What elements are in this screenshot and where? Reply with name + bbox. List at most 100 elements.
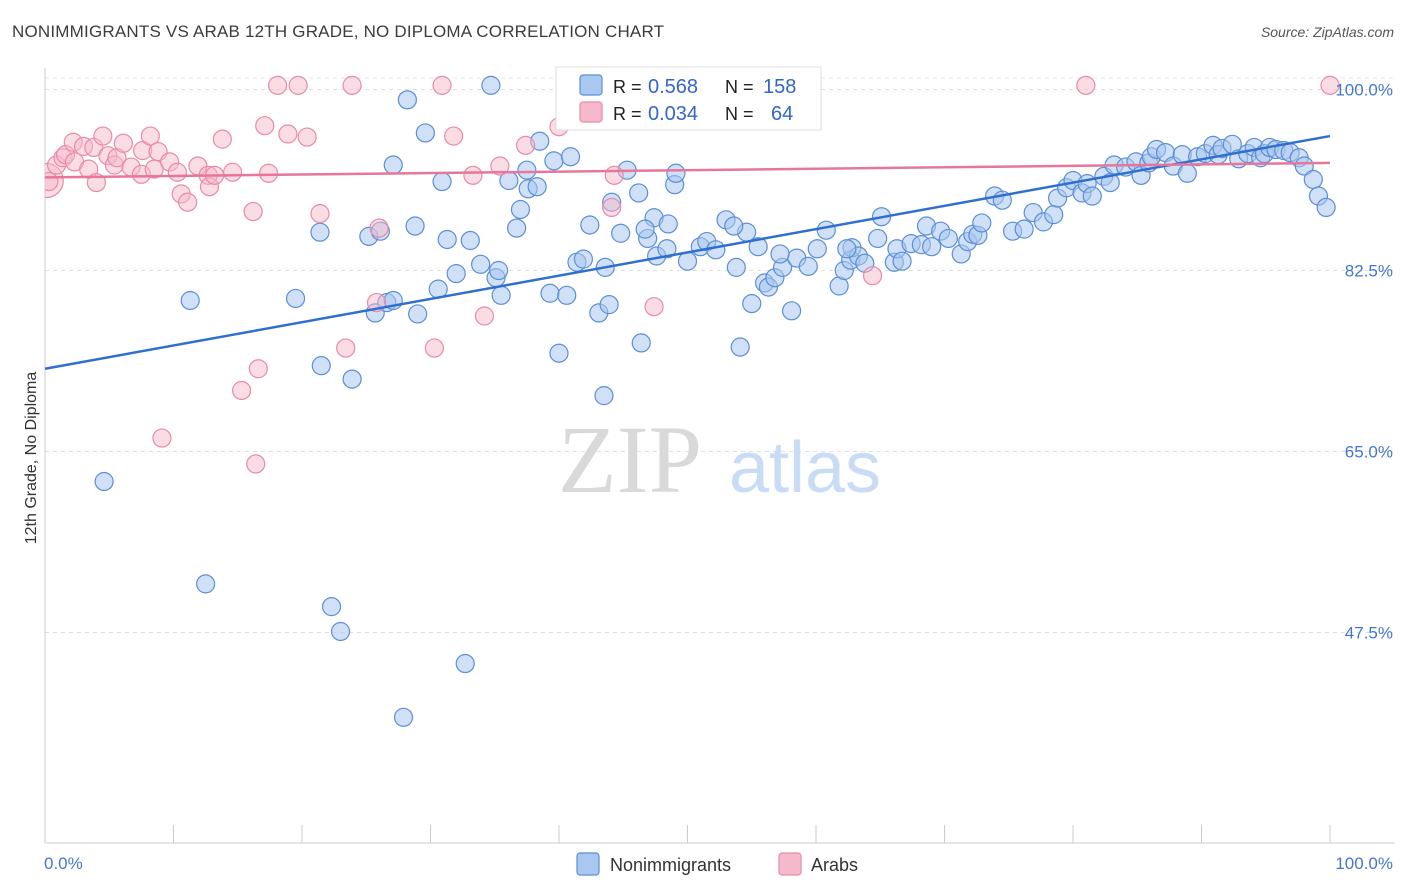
point-nonimmigrants-17: [405, 216, 425, 236]
legend-series-label-arabs: Arabs: [811, 855, 858, 875]
point-nonimmigrants-97: [972, 213, 992, 233]
point-nonimmigrants-3: [285, 288, 306, 309]
point-arabs-40: [310, 204, 330, 224]
point-nonimmigrants-146: [816, 220, 836, 240]
point-nonimmigrants-27: [481, 75, 501, 95]
point-arabs-14: [113, 133, 133, 153]
point-arabs-63: [45, 171, 59, 192]
watermark-zip: ZIP: [558, 406, 702, 513]
source-label: Source: ZipAtlas.com: [1260, 24, 1394, 40]
point-arabs-55: [644, 297, 664, 317]
x-tick-label-1: 100.0%: [1335, 854, 1393, 873]
point-nonimmigrants-46: [594, 386, 614, 406]
point-nonimmigrants-59: [677, 251, 698, 271]
point-nonimmigrants-62: [706, 240, 726, 260]
point-nonimmigrants-65: [730, 337, 750, 357]
point-nonimmigrants-123: [1177, 163, 1197, 183]
y-axis-title: 12th Grade, No Diploma: [23, 372, 40, 545]
point-arabs-39: [297, 127, 317, 147]
point-arabs-37: [278, 124, 298, 144]
legend-series-swatch-arabs: [778, 852, 802, 876]
point-nonimmigrants-151: [770, 244, 790, 264]
y-tick-labels: 47.5% 65.0% 82.5% 100.0%: [1335, 81, 1393, 643]
legend-stats: R = 0.568 N = 158 R = 0.034 N = 64: [555, 66, 822, 131]
point-arabs-42: [342, 75, 362, 95]
point-nonimmigrants-32: [506, 218, 527, 238]
point-nonimmigrants-4: [310, 222, 330, 242]
point-nonimmigrants-48: [599, 295, 619, 315]
point-nonimmigrants-25: [460, 230, 480, 251]
legend-series: Nonimmigrants Arabs: [576, 852, 858, 876]
point-arabs-46: [432, 75, 452, 95]
point-nonimmigrants-5: [311, 356, 331, 376]
point-nonimmigrants-15: [393, 707, 414, 727]
point-nonimmigrants-35: [527, 177, 547, 197]
watermark-atlas: atlas: [729, 428, 881, 508]
point-arabs-54: [604, 165, 624, 185]
legend-swatch-blue: [579, 74, 603, 96]
legend-n-value-0: 158: [763, 76, 796, 98]
point-nonimmigrants-26: [471, 254, 491, 274]
point-arabs-33: [248, 359, 268, 379]
point-nonimmigrants-75: [807, 239, 827, 259]
point-nonimmigrants-104: [1044, 205, 1064, 225]
point-nonimmigrants-24: [455, 653, 475, 674]
point-nonimmigrants-152: [837, 239, 857, 259]
point-nonimmigrants-6: [321, 597, 342, 617]
point-nonimmigrants-2: [196, 574, 216, 594]
point-nonimmigrants-140: [1294, 156, 1314, 176]
point-arabs-38: [288, 75, 308, 95]
point-arabs-31: [232, 380, 252, 401]
point-arabs-61: [152, 428, 172, 448]
point-arabs-41: [336, 338, 356, 358]
point-nonimmigrants-143: [1316, 197, 1336, 218]
point-nonimmigrants-90: [922, 237, 942, 257]
point-nonimmigrants-23: [446, 264, 466, 284]
y-tick-label-3: 100.0%: [1335, 81, 1393, 100]
point-nonimmigrants-82: [868, 228, 888, 249]
point-nonimmigrants-149: [657, 239, 677, 259]
y-tick-label-1: 65.0%: [1345, 443, 1393, 462]
point-nonimmigrants-86: [892, 251, 912, 271]
legend-r-value-1: 0.034: [648, 103, 698, 125]
legend-r-label-1: R =: [613, 104, 642, 124]
point-arabs-29: [212, 129, 232, 149]
point-nonimmigrants-150: [748, 237, 768, 257]
point-arabs-44: [369, 218, 389, 238]
point-arabs-59: [1076, 75, 1096, 95]
legend-n-value-1: 64: [771, 103, 793, 125]
point-nonimmigrants-58: [666, 163, 686, 183]
point-arabs-49: [474, 306, 495, 326]
chart-title: NONIMMIGRANTS VS ARAB 12TH GRADE, NO DIP…: [12, 22, 665, 41]
legend-n-label-1: N =: [725, 104, 754, 124]
point-nonimmigrants-56: [658, 214, 678, 234]
point-arabs-58: [862, 266, 883, 286]
point-arabs-35: [258, 163, 279, 183]
point-arabs-36: [267, 75, 288, 95]
legend-r-label-0: R =: [613, 77, 642, 97]
point-nonimmigrants-145: [724, 216, 744, 236]
point-arabs-18: [140, 126, 160, 146]
trend-line-arabs: [44, 161, 1331, 179]
watermark: ZIP atlas: [558, 406, 881, 513]
data-points: [45, 75, 1340, 727]
y-tick-label-0: 47.5%: [1345, 624, 1393, 643]
point-nonimmigrants-13: [383, 155, 403, 175]
point-nonimmigrants-147: [611, 223, 631, 243]
point-nonimmigrants-101: [1014, 219, 1034, 239]
point-nonimmigrants-64: [726, 257, 746, 277]
legend-series-swatch-nonimmigrants: [576, 852, 600, 876]
point-nonimmigrants-51: [629, 183, 649, 203]
y-tick-label-2: 82.5%: [1345, 262, 1393, 281]
point-arabs-34: [255, 116, 275, 136]
point-arabs-53: [602, 197, 622, 218]
legend-swatch-pink: [579, 101, 603, 123]
point-nonimmigrants-7: [330, 621, 351, 642]
point-nonimmigrants-39: [549, 343, 569, 363]
point-nonimmigrants-92: [938, 228, 958, 249]
point-nonimmigrants-16: [397, 90, 417, 110]
legend-series-label-nonimmigrants: Nonimmigrants: [610, 855, 731, 875]
point-arabs-50: [490, 156, 510, 176]
point-nonimmigrants-72: [781, 301, 802, 321]
